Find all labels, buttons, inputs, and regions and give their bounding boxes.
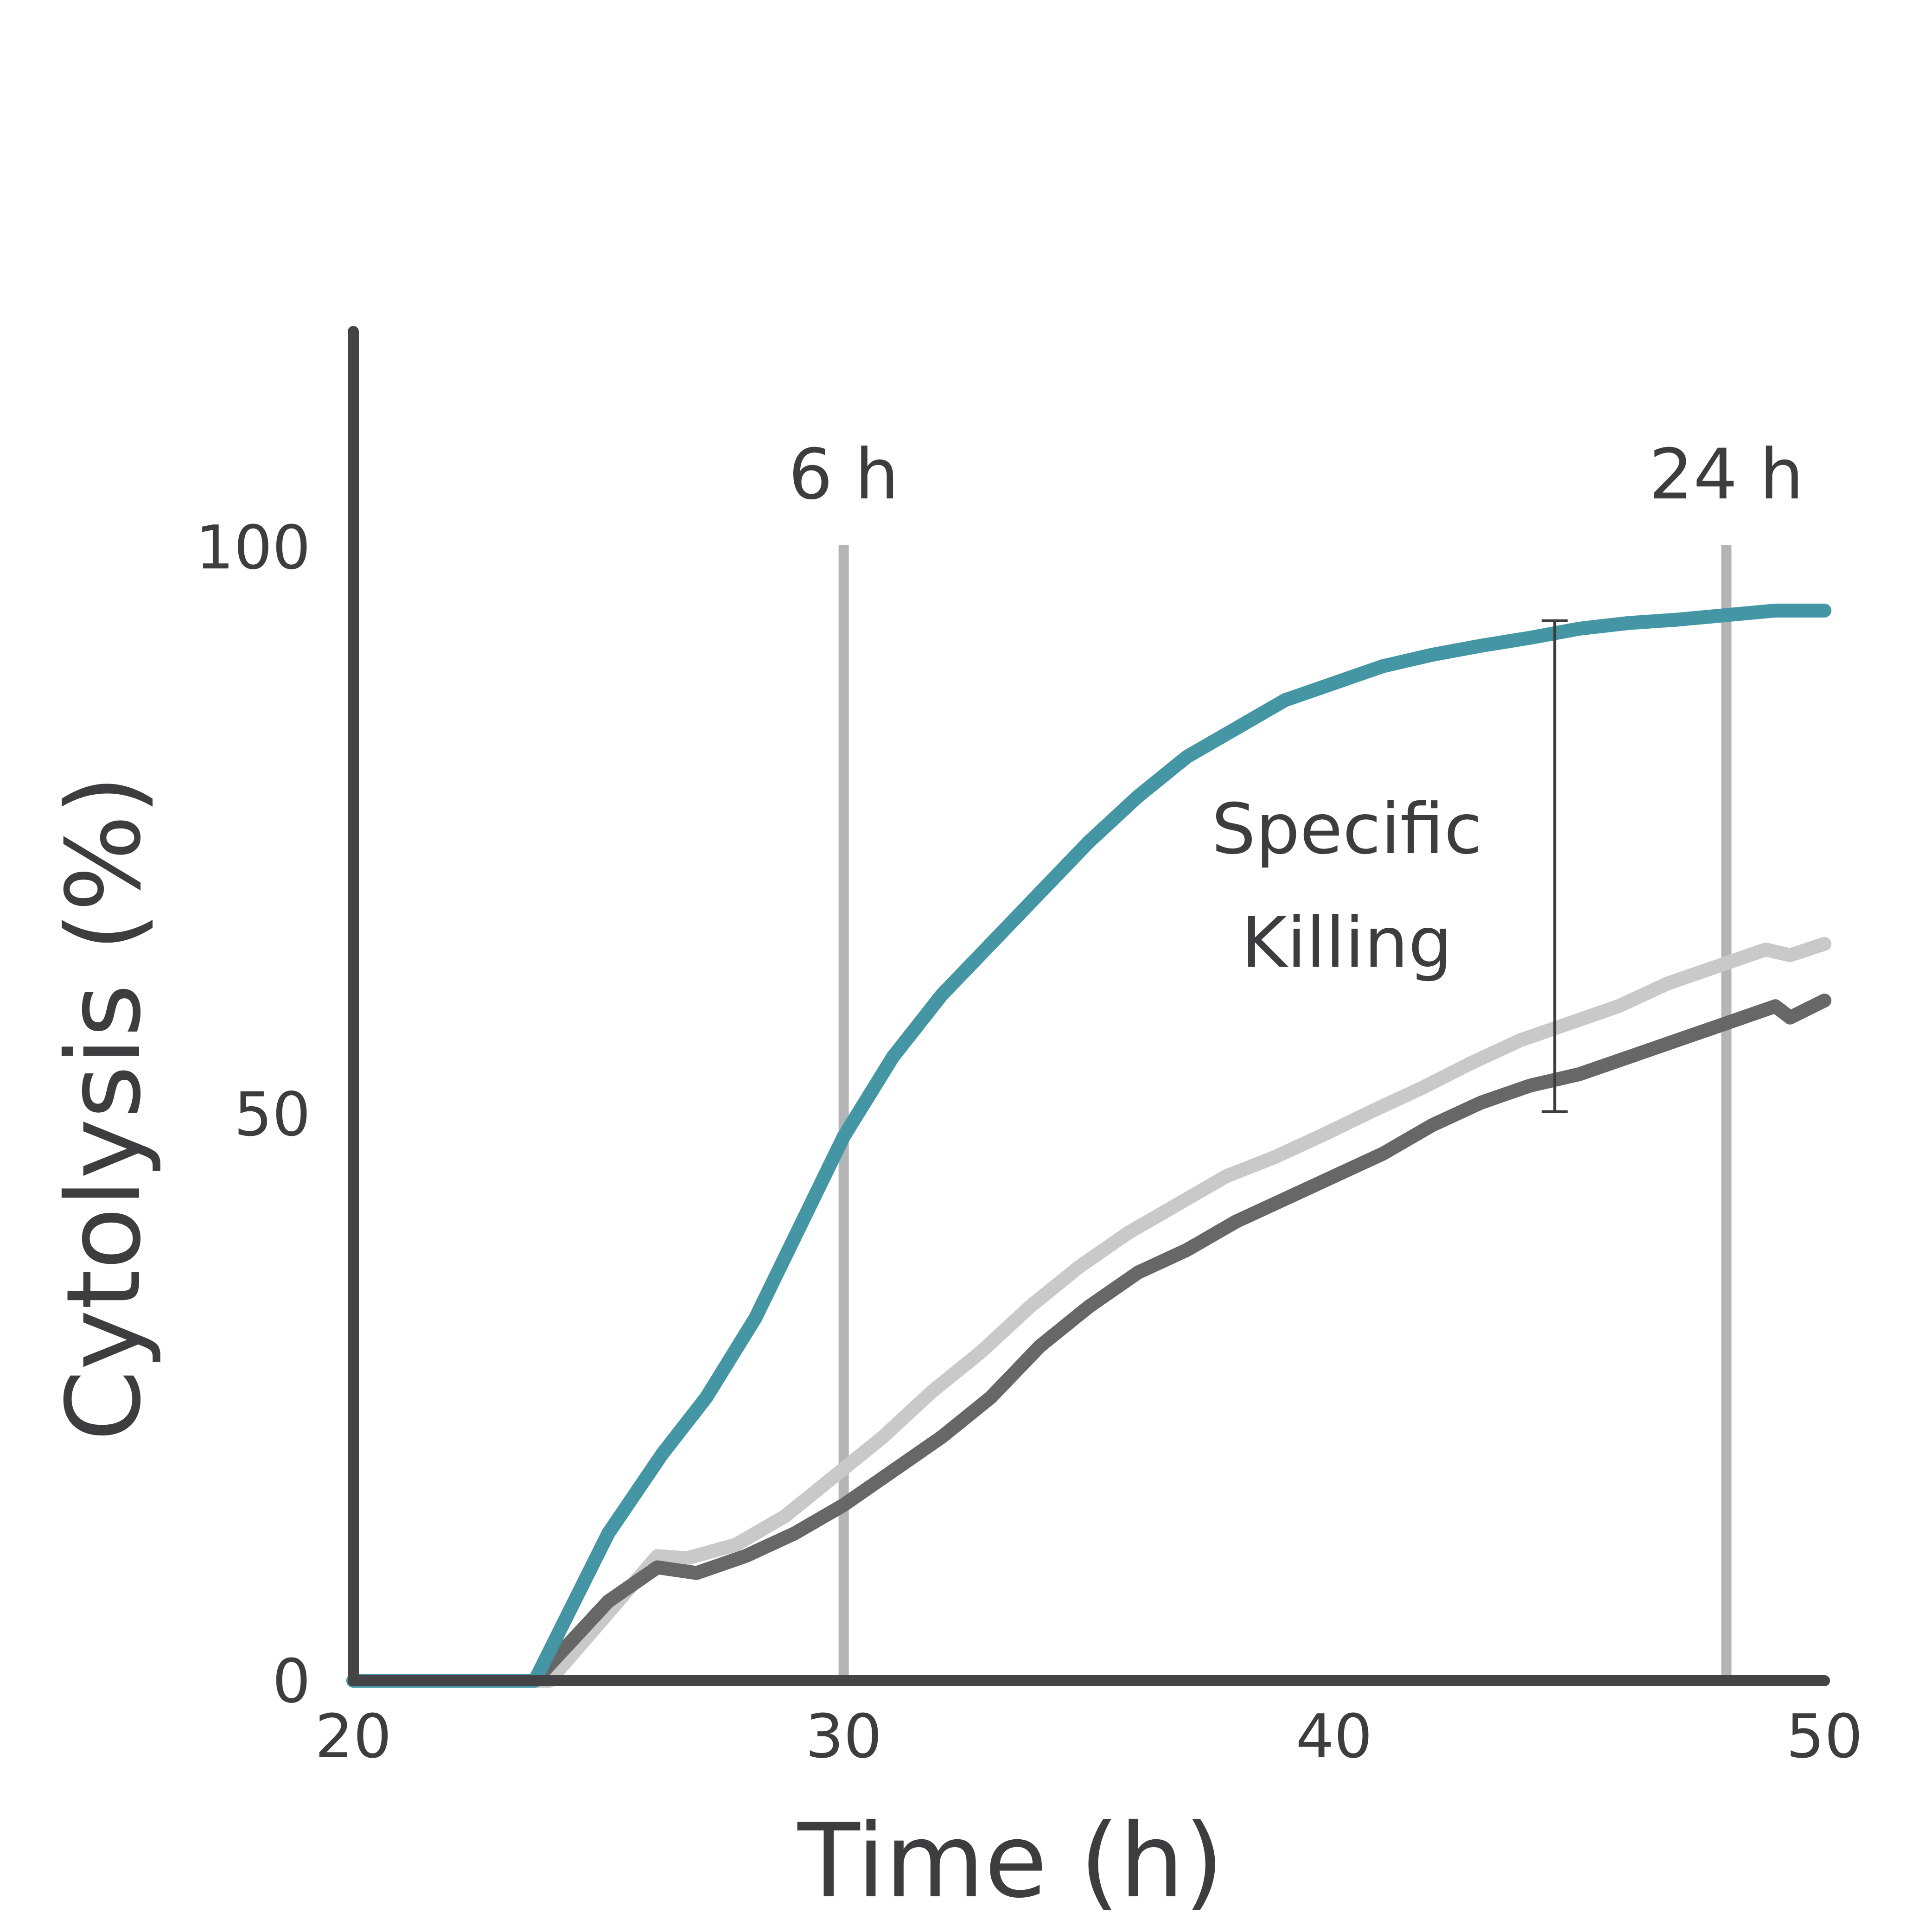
- axes: [348, 326, 1830, 1686]
- specific-killing-annotation: Specific Killing: [1211, 619, 1568, 1113]
- series-line-1: [346, 994, 1831, 1688]
- x-tick-label-2: 40: [1296, 1701, 1372, 1772]
- y-tick-label-2: 100: [196, 512, 311, 583]
- x-axis-title: Time (h): [797, 1802, 1224, 1920]
- marker-label-0: 6 h: [789, 434, 899, 515]
- y-tick-label-0: 0: [272, 1646, 311, 1716]
- marker-label-1: 24 h: [1649, 434, 1804, 515]
- series-line-0: [346, 603, 1831, 1688]
- annotation-line-0: Specific: [1211, 789, 1482, 870]
- annotation-line-1: Killing: [1241, 903, 1452, 983]
- y-tick-label-1: 50: [234, 1079, 311, 1150]
- x-tick-label-3: 50: [1786, 1701, 1862, 1772]
- series-line-2: [346, 937, 1831, 1688]
- x-tick-label-0: 20: [315, 1701, 391, 1772]
- vertical-markers: 6 h 24 h: [789, 434, 1804, 1676]
- y-axis-title: Cytolysis (%): [45, 775, 163, 1441]
- x-tick-label-1: 30: [805, 1701, 882, 1772]
- tick-labels: 20 30 40 50 0 50 100: [196, 512, 1863, 1772]
- series-layer: [346, 603, 1831, 1688]
